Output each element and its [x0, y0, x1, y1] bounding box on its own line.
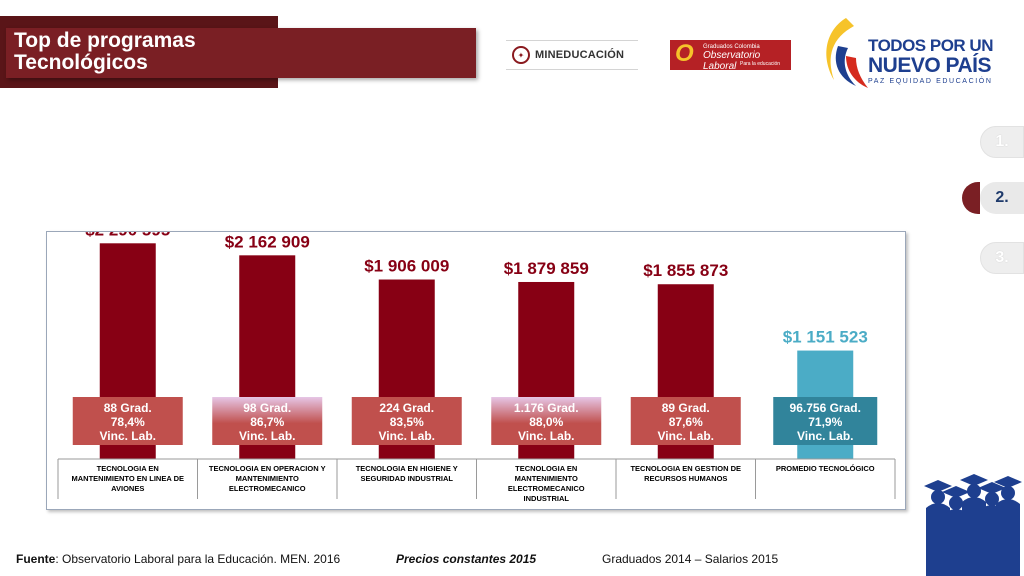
category-label-5-0: PROMEDIO TECNOLÓGICO [776, 464, 875, 473]
observatorio-laboral-logo: O Graduados Colombia Observatorio Labora… [670, 40, 791, 72]
stat-text-0-2: Vinc. Lab. [100, 429, 156, 443]
stat-text-3-1: 88,0% [529, 415, 563, 429]
page-title: Top de programas Tecnológicos [14, 30, 314, 74]
category-label-3-3: INDUSTRIAL [524, 494, 570, 503]
stat-text-4-1: 87,6% [669, 415, 703, 429]
category-label-4-0: TECNOLOGIA EN GESTION DE [630, 464, 741, 473]
tpu-logo-line1: TODOS POR UN [868, 36, 993, 55]
category-label-1-0: TECNOLOGIA EN OPERACION Y [209, 464, 326, 473]
stat-text-0-1: 78,4% [111, 415, 145, 429]
todos-por-un-nuevo-pais-logo: TODOS POR UN NUEVO PAÍS PAZ EQUIDAD EDUC… [816, 16, 993, 92]
stat-text-5-0: 96.756 Grad. [790, 401, 861, 415]
bar-value-label-5: $1 151 523 [783, 328, 868, 347]
footer: Fuente: Observatorio Laboral para la Edu… [16, 552, 778, 566]
footer-graduados: Graduados 2014 – Salarios 2015 [602, 552, 779, 566]
salary-bar-chart: $2 290 595 $2 162 909 $1 906 009 $1 879 859… [57, 232, 896, 503]
colombia-swoosh-icon [826, 18, 868, 88]
stat-text-4-2: Vinc. Lab. [658, 429, 714, 443]
bar-value-label-3: $1 879 859 [504, 259, 589, 278]
footer-fuente-text: : Observatorio Laboral para la Educación… [55, 552, 341, 566]
tpu-logo-line2: NUEVO PAÍS [868, 54, 991, 77]
page-title-line2: Tecnológicos [14, 51, 148, 74]
stat-box-1 [212, 397, 323, 445]
observatorio-o-icon: O [675, 40, 694, 67]
stat-text-2-2: Vinc. Lab. [379, 429, 435, 443]
stat-box-0 [72, 397, 183, 445]
stat-text-1-0: 98 Grad. [243, 401, 291, 415]
tpu-logo-line3: PAZ EQUIDAD EDUCACIÓN [868, 78, 993, 85]
bar-value-label-1: $2 162 909 [225, 232, 310, 251]
stat-text-2-1: 83,5% [390, 415, 424, 429]
category-label-1-2: ELECTROMECANICO [229, 484, 306, 493]
category-label-1-1: MANTENIMIENTO [236, 474, 299, 483]
category-label-3-1: MANTENIMIENTO [515, 474, 578, 483]
stat-box-3 [491, 397, 602, 445]
nav-tab-3[interactable]: 3. [980, 242, 1024, 274]
category-label-3-0: TECNOLOGIA EN [515, 464, 577, 473]
stat-box-2 [351, 397, 462, 445]
nav-tab-1[interactable]: 1. [980, 126, 1024, 158]
stat-text-5-1: 71,9% [808, 415, 842, 429]
colombia-seal-icon: ✦ [512, 46, 530, 64]
chart-frame: $2 290 595 $2 162 909 $1 906 009 $1 879 859… [46, 231, 906, 510]
title-banner [6, 28, 476, 78]
bar-value-label-0: $2 290 595 [85, 232, 170, 239]
stat-text-4-0: 89 Grad. [662, 401, 710, 415]
stat-text-3-0: 1.176 Grad. [514, 401, 579, 415]
footer-precios: Precios constantes 2015 [396, 552, 537, 566]
stat-box-4 [630, 397, 741, 445]
observatorio-logo-line1: Graduados Colombia [703, 44, 760, 50]
category-label-4-1: RECURSOS HUMANOS [644, 474, 727, 483]
stat-text-5-2: Vinc. Lab. [797, 429, 853, 443]
stat-text-3-2: Vinc. Lab. [518, 429, 574, 443]
stat-text-0-0: 88 Grad. [104, 401, 152, 415]
category-label-0-0: TECNOLOGIA EN [97, 464, 159, 473]
footer-fuente-label: Fuente [16, 552, 56, 566]
mineducacion-logo: ✦ MINEDUCACIÓN [506, 40, 638, 70]
category-label-2-1: SEGURIDAD INDUSTRIAL [360, 474, 453, 483]
stat-text-2-0: 224 Grad. [379, 401, 434, 415]
stat-text-1-1: 86,7% [250, 415, 284, 429]
stat-box-5 [773, 397, 878, 445]
category-label-0-2: AVIONES [111, 484, 144, 493]
graduates-illustration [924, 474, 1022, 576]
category-label-2-0: TECNOLOGIA EN HIGIENE Y [356, 464, 458, 473]
stat-text-1-2: Vinc. Lab. [239, 429, 295, 443]
category-label-3-2: ELECTROMECANICO [508, 484, 585, 493]
nav-tab-2-accent [962, 182, 980, 214]
bar-value-label-4: $1 855 873 [643, 261, 728, 280]
page-title-line1: Top de programas [14, 29, 196, 52]
observatorio-logo-line2: Observatorio Laboral [703, 50, 761, 72]
nav-tab-2[interactable]: 2. [980, 182, 1024, 214]
observatorio-logo-line3: Para la educación [740, 61, 781, 67]
category-label-0-1: MANTENIMIENTO EN LINEA DE [71, 474, 184, 483]
mineducacion-logo-text: MINEDUCACIÓN [535, 49, 625, 61]
bar-value-label-2: $1 906 009 [364, 257, 449, 276]
